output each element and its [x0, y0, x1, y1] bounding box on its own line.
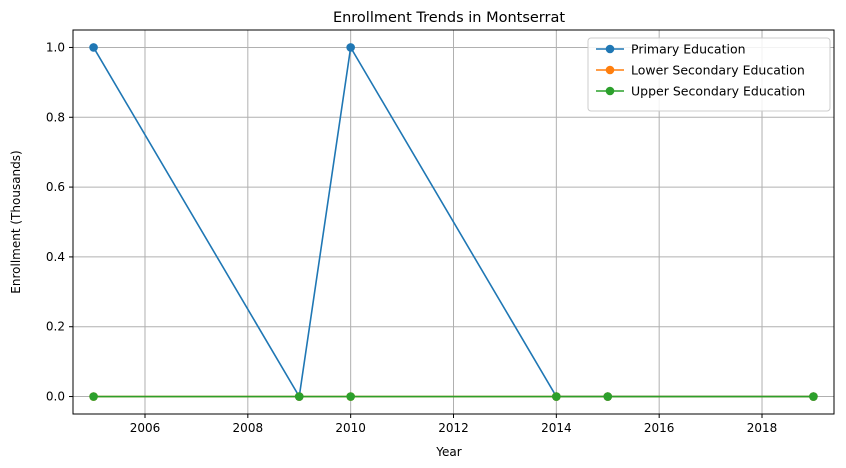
x-tick-label: 2016	[644, 421, 675, 435]
x-tick-label: 2008	[233, 421, 264, 435]
y-axis-label: Enrollment (Thousands)	[9, 150, 23, 293]
legend-entry: Lower Secondary Education	[631, 63, 805, 78]
y-tick-label: 1.0	[46, 40, 65, 54]
series-layer	[89, 43, 818, 401]
legend: Primary Education Lower Secondary Educati…	[587, 37, 831, 112]
axes-layer: 2006 2008 2010 2012 2014 2016 2018 0.0 0.2 0.4 0.6…	[46, 29, 835, 435]
data-point	[603, 392, 613, 401]
data-point	[89, 43, 98, 52]
legend-entry: Upper Secondary Education	[631, 84, 805, 99]
legend-marker	[605, 86, 615, 96]
x-axis-label: Year	[435, 445, 461, 459]
x-tick-label: 2018	[747, 421, 778, 435]
x-tick-label: 2014	[541, 421, 572, 435]
data-point	[89, 392, 98, 401]
x-tick-label: 2010	[335, 421, 366, 435]
plot-frame	[72, 29, 835, 415]
y-tick-label: 0.0	[46, 390, 65, 404]
y-tick-label: 0.4	[46, 250, 65, 264]
data-point	[346, 43, 355, 52]
data-point	[294, 392, 304, 401]
chart-title: Enrollment Trends in Montserrat	[333, 10, 565, 26]
y-tick-label: 0.6	[46, 180, 65, 194]
legend-entry: Primary Education	[631, 42, 746, 57]
data-point	[809, 392, 818, 401]
y-tick-label: 0.2	[46, 320, 65, 334]
legend-marker	[605, 44, 615, 54]
legend-marker	[605, 65, 615, 75]
data-point	[346, 392, 355, 401]
y-tick-label: 0.8	[46, 110, 65, 124]
legend-box	[587, 37, 831, 112]
data-point	[552, 392, 561, 401]
x-tick-label: 2012	[438, 421, 469, 435]
x-tick-label: 2006	[130, 421, 161, 435]
